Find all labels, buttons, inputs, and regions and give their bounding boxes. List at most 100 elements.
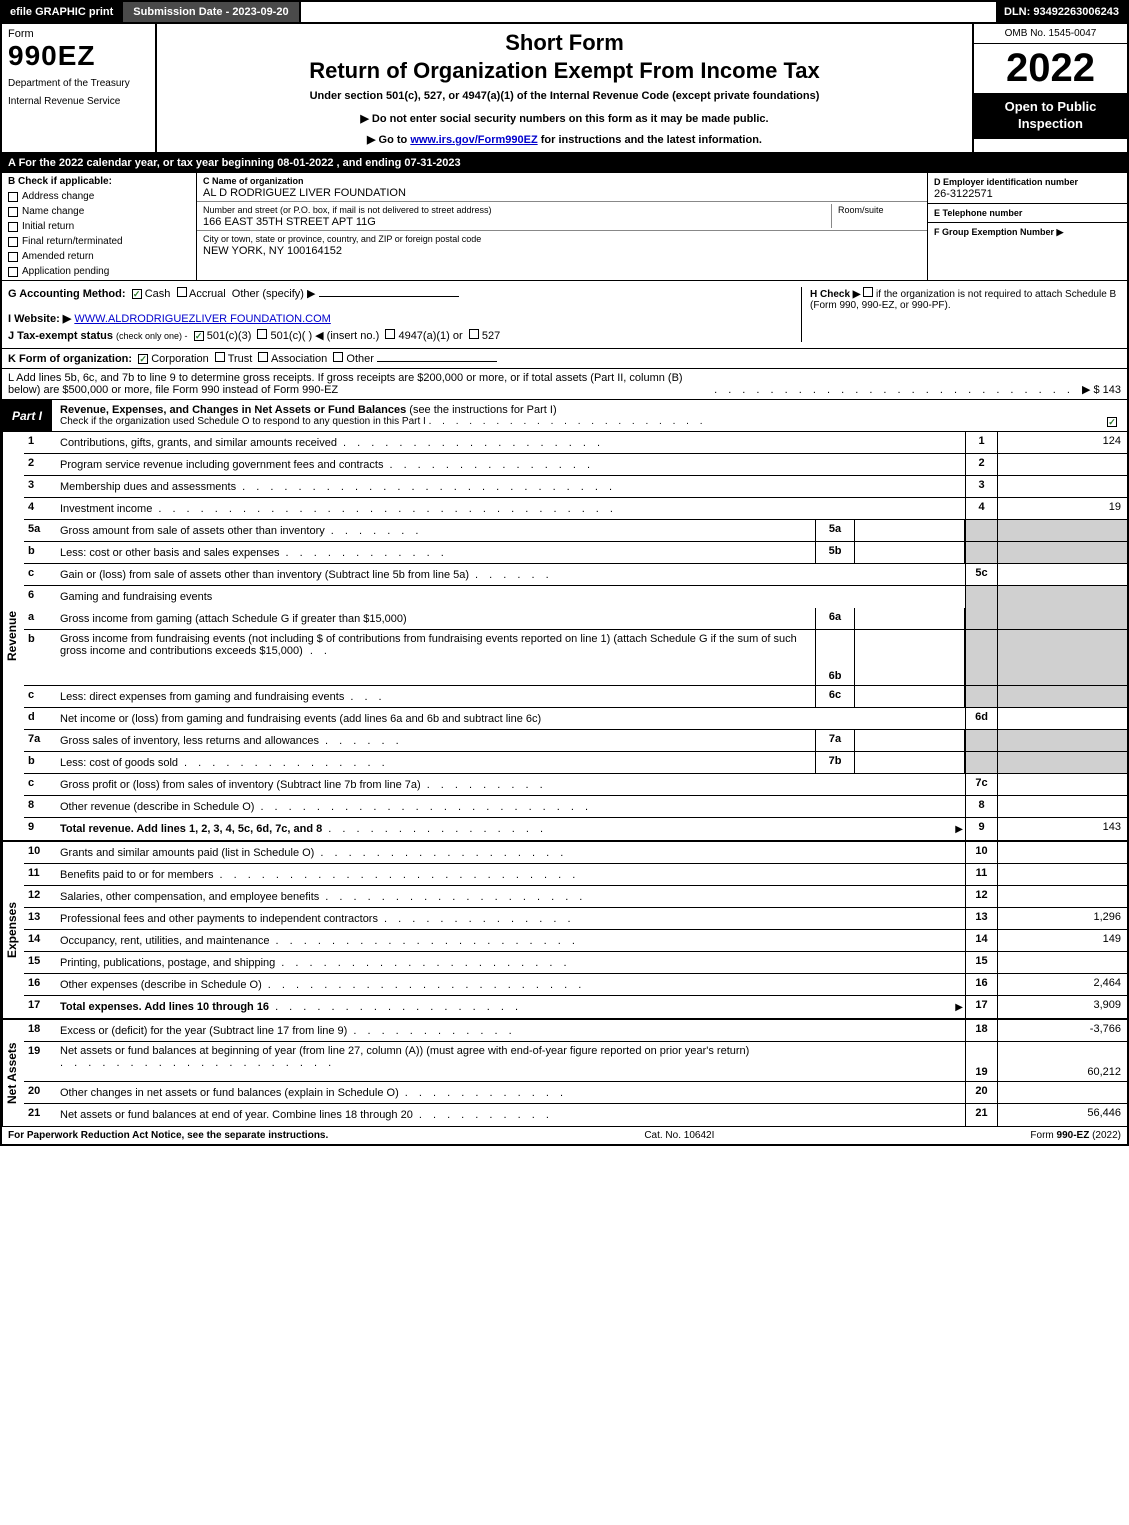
ln-desc: Total expenses. Add lines 10 through 16	[60, 1001, 269, 1013]
ln-no: 6d	[965, 708, 997, 729]
ln-no: 10	[965, 842, 997, 863]
arrow-icon	[955, 823, 963, 835]
chk-label: Name change	[22, 206, 84, 217]
checkbox-501c3-icon[interactable]	[194, 331, 204, 341]
ln-desc: Gain or (loss) from sale of assets other…	[60, 569, 469, 581]
line-19: 19 Net assets or fund balances at beginn…	[24, 1042, 1127, 1082]
checkbox-h-icon[interactable]	[863, 287, 873, 297]
ln-num: 1	[24, 432, 58, 453]
checkbox-527-icon[interactable]	[469, 329, 479, 339]
ln-no: 1	[965, 432, 997, 453]
chk-label: Final return/terminated	[22, 236, 123, 247]
netassets-tab: Net Assets	[2, 1020, 24, 1126]
l-text: L Add lines 5b, 6c, and 7b to line 9 to …	[8, 372, 706, 396]
sub-val	[855, 520, 965, 541]
checkbox-other-icon[interactable]	[333, 352, 343, 362]
chk-label: Application pending	[22, 266, 109, 277]
checkbox-501c-icon[interactable]	[257, 329, 267, 339]
chk-address-change[interactable]: Address change	[8, 191, 190, 202]
ln-num: 2	[24, 454, 58, 475]
j-sub: (check only one) -	[116, 331, 188, 341]
chk-amended-return[interactable]: Amended return	[8, 251, 190, 262]
ln-num: b	[24, 630, 58, 685]
ln-desc: Less: cost of goods sold	[60, 757, 178, 769]
checkbox-assoc-icon[interactable]	[258, 352, 268, 362]
checkbox-accrual-icon[interactable]	[177, 287, 187, 297]
org-info: C Name of organization AL D RODRIGUEZ LI…	[197, 173, 927, 280]
ln-num: b	[24, 752, 58, 773]
city-label: City or town, state or province, country…	[203, 234, 481, 244]
e-label: E Telephone number	[934, 208, 1022, 218]
ln-num: 8	[24, 796, 58, 817]
cash-label: Cash	[145, 288, 171, 300]
ln-no: 8	[965, 796, 997, 817]
website-link[interactable]: WWW.ALDRODRIGUEZLIVER FOUNDATION.COM	[74, 313, 330, 325]
chk-final-return[interactable]: Final return/terminated	[8, 236, 190, 247]
line-4: 4 Investment income. . . . . . . . . . .…	[24, 498, 1127, 520]
ln-amt: 143	[997, 818, 1127, 840]
ln-amt	[997, 796, 1127, 817]
k-trust: Trust	[228, 353, 253, 365]
line-9: 9 Total revenue. Add lines 1, 2, 3, 4, 5…	[24, 818, 1127, 840]
chk-application-pending[interactable]: Application pending	[8, 266, 190, 277]
line-15: 15 Printing, publications, postage, and …	[24, 952, 1127, 974]
ln-desc: Program service revenue including govern…	[60, 459, 383, 471]
line-7a: 7a Gross sales of inventory, less return…	[24, 730, 1127, 752]
section-b-block: B Check if applicable: Address change Na…	[0, 172, 1129, 281]
ln-amt: 124	[997, 432, 1127, 453]
ln-no: 4	[965, 498, 997, 519]
line-13: 13 Professional fees and other payments …	[24, 908, 1127, 930]
line-5b: b Less: cost or other basis and sales ex…	[24, 542, 1127, 564]
sub-no: 6a	[815, 608, 855, 629]
ln-amt	[997, 454, 1127, 475]
telephone-block: E Telephone number	[928, 204, 1127, 223]
checkbox-trust-icon[interactable]	[215, 352, 225, 362]
dept-irs: Internal Revenue Service	[8, 96, 149, 108]
line-6c: c Less: direct expenses from gaming and …	[24, 686, 1127, 708]
footer-left: For Paperwork Reduction Act Notice, see …	[8, 1130, 328, 1141]
ln-num: 12	[24, 886, 58, 907]
ln-no: 19	[965, 1042, 997, 1081]
checkbox-icon	[1107, 417, 1117, 427]
irs-link[interactable]: www.irs.gov/Form990EZ	[410, 134, 537, 146]
chk-name-change[interactable]: Name change	[8, 206, 190, 217]
dept-treasury: Department of the Treasury	[8, 78, 149, 90]
ln-num: 14	[24, 930, 58, 951]
addr-label: Number and street (or P.O. box, if mail …	[203, 205, 491, 215]
ssn-note: ▶ Do not enter social security numbers o…	[165, 112, 964, 125]
checkbox-corp-icon[interactable]	[138, 354, 148, 364]
part1-title-text: Revenue, Expenses, and Changes in Net As…	[60, 404, 406, 416]
chk-initial-return[interactable]: Initial return	[8, 221, 190, 232]
line-14: 14 Occupancy, rent, utilities, and maint…	[24, 930, 1127, 952]
ln-amt	[997, 886, 1127, 907]
g-label: G Accounting Method:	[8, 288, 126, 300]
j-501c3: 501(c)(3)	[207, 330, 252, 342]
part1-check-text: Check if the organization used Schedule …	[60, 416, 1089, 427]
city-row: City or town, state or province, country…	[197, 231, 927, 259]
ln-num: 20	[24, 1082, 58, 1103]
page-footer: For Paperwork Reduction Act Notice, see …	[0, 1126, 1129, 1146]
dln-label: DLN: 93492263006243	[996, 2, 1127, 22]
part1-checkbox[interactable]	[1097, 400, 1127, 431]
ln-no: 18	[965, 1020, 997, 1041]
right-info: D Employer identification number 26-3122…	[927, 173, 1127, 280]
line-5c: c Gain or (loss) from sale of assets oth…	[24, 564, 1127, 586]
ln-amt	[997, 774, 1127, 795]
line-16: 16 Other expenses (describe in Schedule …	[24, 974, 1127, 996]
ln-num: 3	[24, 476, 58, 497]
revenue-lines: 1 Contributions, gifts, grants, and simi…	[24, 432, 1127, 840]
checkbox-4947-icon[interactable]	[385, 329, 395, 339]
ln-amt-grey	[997, 520, 1127, 541]
arrow-icon	[955, 1001, 963, 1013]
line-2: 2 Program service revenue including gove…	[24, 454, 1127, 476]
ln-desc: Occupancy, rent, utilities, and maintena…	[60, 935, 270, 947]
j-527: 527	[482, 330, 500, 342]
form-number: 990EZ	[8, 40, 149, 72]
ln-desc: Net income or (loss) from gaming and fun…	[60, 713, 541, 725]
checkbox-cash-icon[interactable]	[132, 289, 142, 299]
ln-desc: Benefits paid to or for members	[60, 869, 213, 881]
line-6: 6 Gaming and fundraising events	[24, 586, 1127, 608]
footer-right-pre: Form	[1030, 1130, 1056, 1141]
ln-no: 3	[965, 476, 997, 497]
j-4947: 4947(a)(1) or	[398, 330, 462, 342]
